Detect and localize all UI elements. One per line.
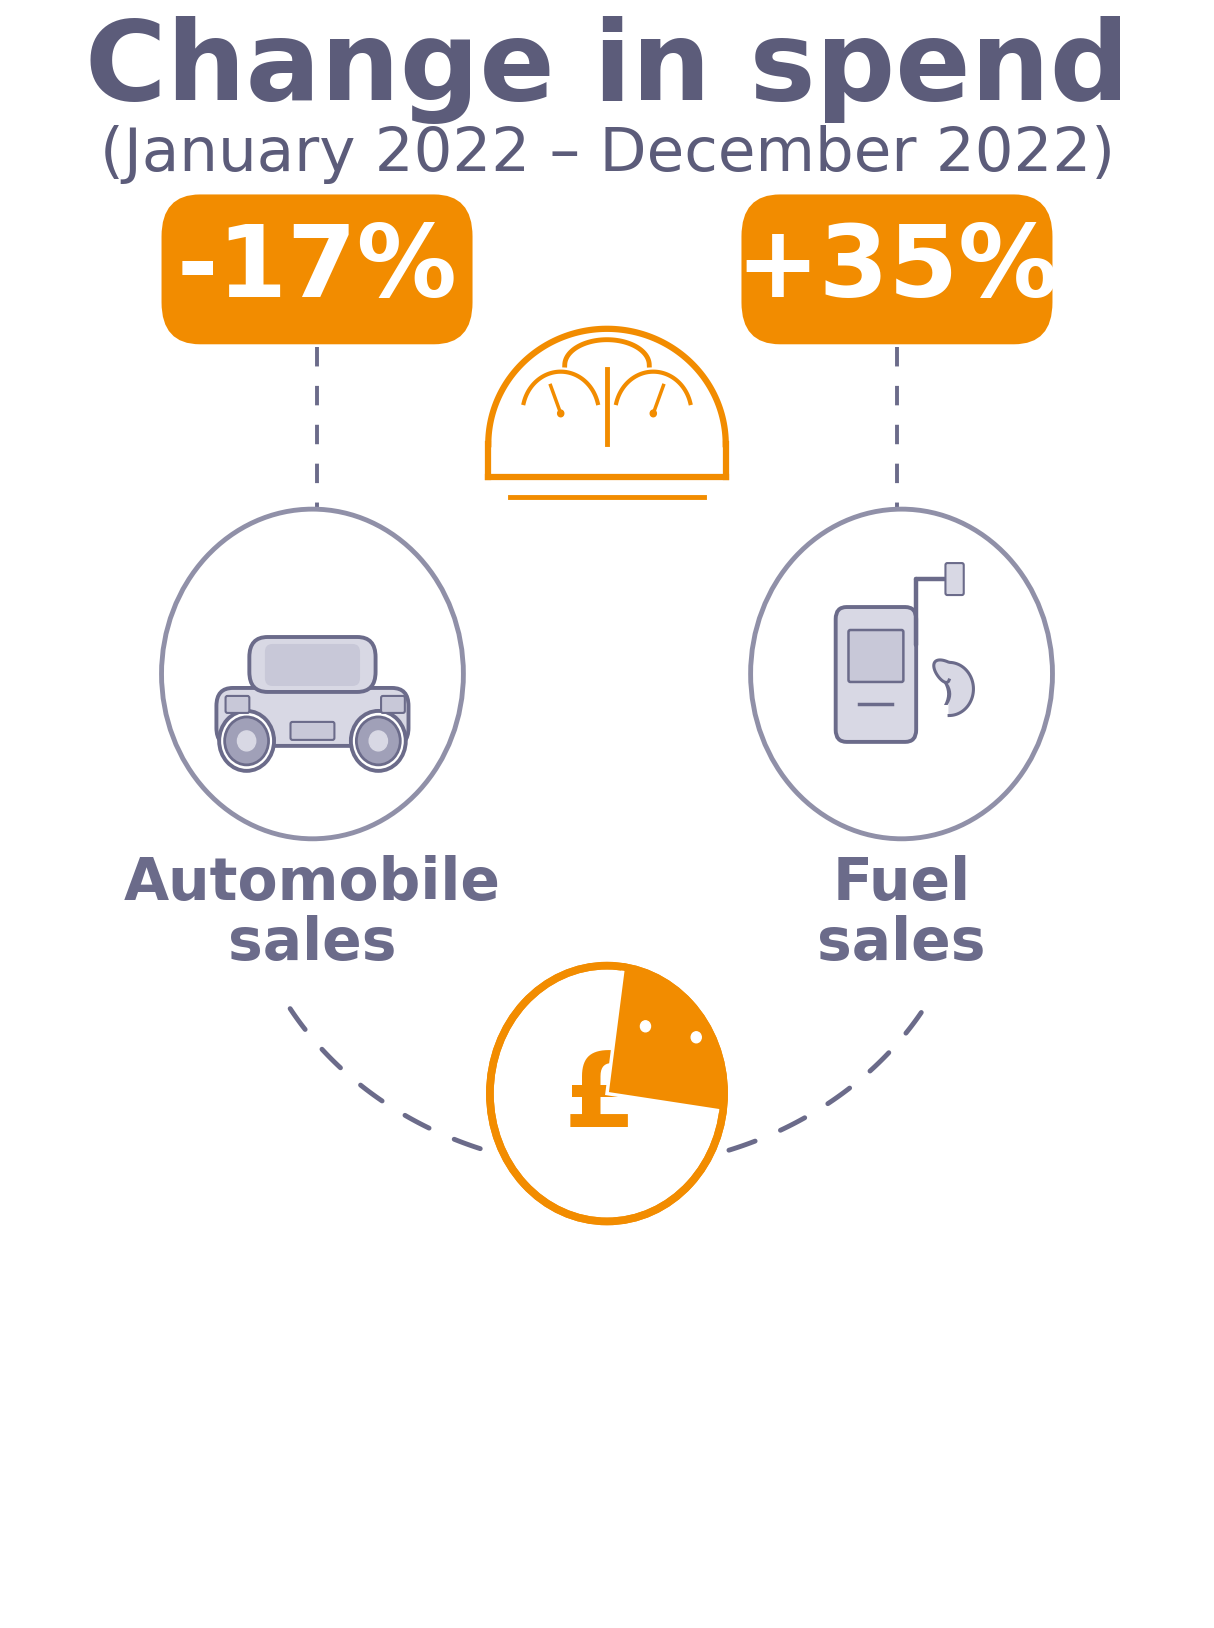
Circle shape: [357, 716, 401, 765]
FancyBboxPatch shape: [849, 630, 903, 682]
Circle shape: [490, 965, 724, 1221]
Circle shape: [691, 1032, 702, 1044]
Circle shape: [557, 410, 563, 417]
Circle shape: [238, 731, 256, 751]
FancyBboxPatch shape: [946, 563, 964, 596]
FancyBboxPatch shape: [835, 607, 917, 742]
Circle shape: [641, 1021, 651, 1032]
FancyBboxPatch shape: [265, 645, 361, 685]
Circle shape: [651, 410, 657, 417]
Text: sales: sales: [228, 915, 397, 972]
Wedge shape: [607, 967, 724, 1112]
Text: (January 2022 – December 2022): (January 2022 – December 2022): [100, 125, 1114, 184]
Text: £: £: [563, 1048, 636, 1149]
Polygon shape: [934, 659, 974, 716]
FancyBboxPatch shape: [216, 689, 408, 746]
Text: ): ): [942, 682, 953, 707]
Circle shape: [220, 711, 274, 772]
FancyBboxPatch shape: [742, 194, 1053, 344]
Circle shape: [225, 716, 268, 765]
Text: +35%: +35%: [736, 221, 1059, 317]
FancyBboxPatch shape: [290, 721, 334, 739]
FancyBboxPatch shape: [161, 194, 472, 344]
Circle shape: [369, 731, 387, 751]
FancyBboxPatch shape: [249, 637, 375, 692]
Text: sales: sales: [817, 915, 986, 972]
Polygon shape: [488, 329, 726, 482]
Text: Change in spend: Change in spend: [85, 16, 1129, 124]
Text: -17%: -17%: [177, 221, 458, 317]
FancyBboxPatch shape: [381, 695, 404, 713]
Circle shape: [351, 711, 405, 772]
Text: Automobile: Automobile: [124, 855, 501, 912]
FancyBboxPatch shape: [226, 695, 249, 713]
Text: Fuel: Fuel: [833, 855, 971, 912]
